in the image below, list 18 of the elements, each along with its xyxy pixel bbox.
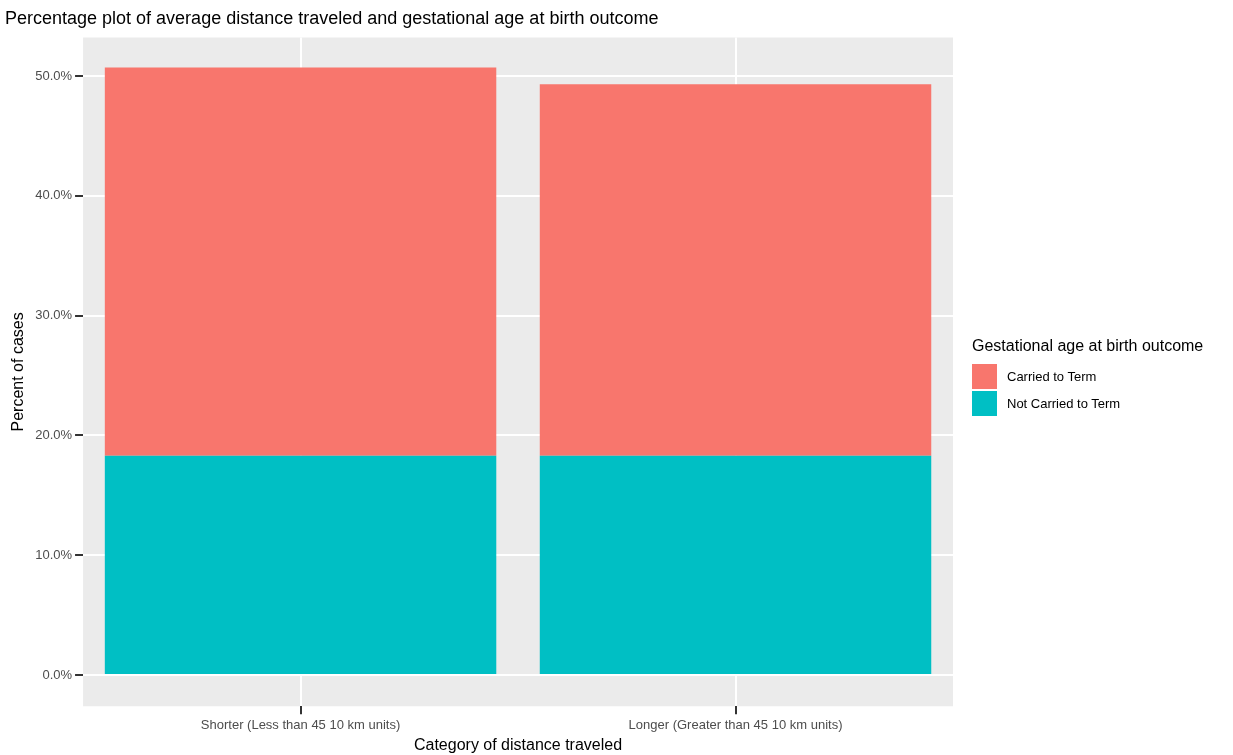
x-tick-label: Shorter (Less than 45 10 km units) xyxy=(200,716,401,732)
legend-label: Not Carried to Term xyxy=(1007,396,1121,411)
x-tick-label: Longer (Greater than 45 10 km units) xyxy=(628,716,843,732)
bar xyxy=(104,455,497,675)
y-tick-label: 20.0% xyxy=(35,426,73,442)
y-tick-label: 30.0% xyxy=(35,307,73,323)
legend-title: Gestational age at birth outcome xyxy=(972,337,1204,355)
bar xyxy=(104,67,497,456)
y-tick-label: 0.0% xyxy=(42,666,73,682)
legend-label: Carried to Term xyxy=(1007,369,1097,384)
y-tick-label: 50.0% xyxy=(35,67,73,83)
y-tick-label: 40.0% xyxy=(35,187,73,203)
y-tick-label: 10.0% xyxy=(35,546,73,562)
x-axis-title: Category of distance traveled xyxy=(413,735,623,753)
bar xyxy=(539,84,932,456)
bar xyxy=(539,455,932,675)
y-axis-title: Percent of cases xyxy=(9,312,27,432)
chart-title: Percentage plot of average distance traveled and gestational age at birth outcome xyxy=(5,7,659,28)
